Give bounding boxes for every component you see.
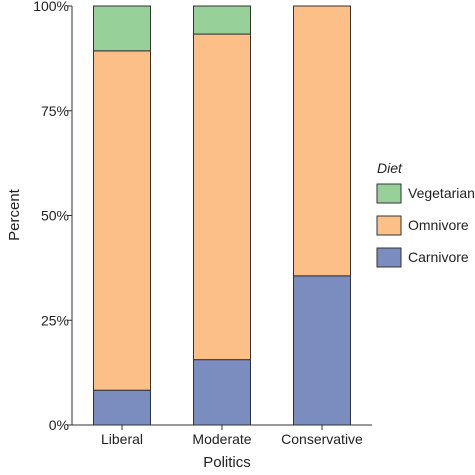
- bar-carnivore-conservative: [293, 275, 351, 426]
- bar-vegetarian-liberal: [93, 5, 151, 52]
- x-axis-title: Politics: [203, 454, 251, 471]
- bar-omnivore-moderate: [193, 33, 251, 361]
- legend-title: Diet: [377, 160, 403, 176]
- bar-vegetarian-moderate: [193, 5, 251, 35]
- y-tick-label: 75%: [41, 103, 69, 119]
- bar-carnivore-moderate: [193, 359, 251, 426]
- bars-layer: [93, 5, 351, 426]
- legend-label-vegetarian: Vegetarian: [408, 185, 475, 201]
- legend-swatch-omnivore: [376, 215, 402, 236]
- x-tick-label: Conservative: [281, 431, 363, 447]
- x-tick-label: Liberal: [101, 431, 143, 447]
- y-axis-title: Percent: [6, 188, 23, 241]
- bar-carnivore-liberal: [93, 389, 151, 426]
- x-tick-label: Moderate: [192, 431, 251, 447]
- legend-label-carnivore: Carnivore: [408, 249, 469, 265]
- legend-swatch-vegetarian: [376, 183, 402, 204]
- y-tick-label: 100%: [33, 0, 69, 14]
- y-tick-label: 0%: [49, 417, 69, 433]
- legend-label-omnivore: Omnivore: [408, 217, 469, 233]
- bar-omnivore-liberal: [93, 50, 151, 391]
- legend-swatch-carnivore: [376, 247, 402, 268]
- y-tick-label: 50%: [41, 208, 69, 224]
- axes-layer: 0% 25% 50% 75% 100% Liberal Moderate Conservati…: [33, 0, 372, 447]
- y-tick-label: 25%: [41, 312, 69, 328]
- legend: Diet Vegetarian Omnivore Carnivore: [376, 160, 475, 268]
- bar-omnivore-conservative: [293, 5, 351, 277]
